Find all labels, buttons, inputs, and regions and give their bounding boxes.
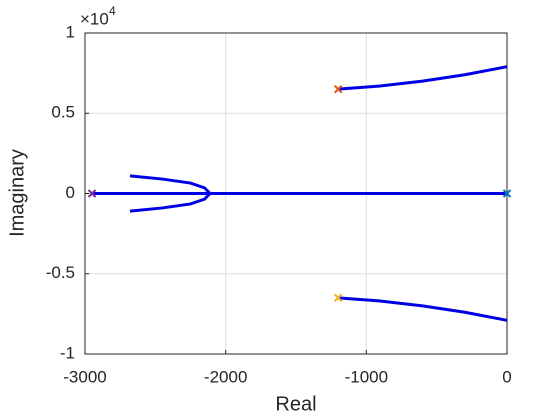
y-tick-label: 1 [66, 22, 75, 41]
pole-marker [87, 189, 97, 198]
y-tick-label: -0.5 [46, 263, 75, 282]
pole-marker [333, 293, 343, 303]
x-tick-label: -2000 [204, 367, 247, 386]
x-axis-label: Real [275, 393, 316, 415]
y-tick-label: 0.5 [51, 103, 75, 122]
y-exponent-power: 4 [109, 4, 116, 18]
y-tick-label: -1 [60, 343, 75, 362]
x-tick-label: -3000 [63, 367, 106, 386]
y-tick-label: 0 [66, 183, 75, 202]
y-exponent-base: ×10 [80, 9, 109, 28]
pole-marker [333, 84, 343, 94]
x-tick-label: -1000 [345, 367, 388, 386]
locus-line [129, 174, 213, 213]
locus-line [338, 296, 508, 322]
locus-line [338, 65, 508, 91]
pole-marker [502, 189, 512, 198]
x-tick-label: 0 [502, 367, 511, 386]
y-axis-label: Imaginary [6, 149, 28, 237]
